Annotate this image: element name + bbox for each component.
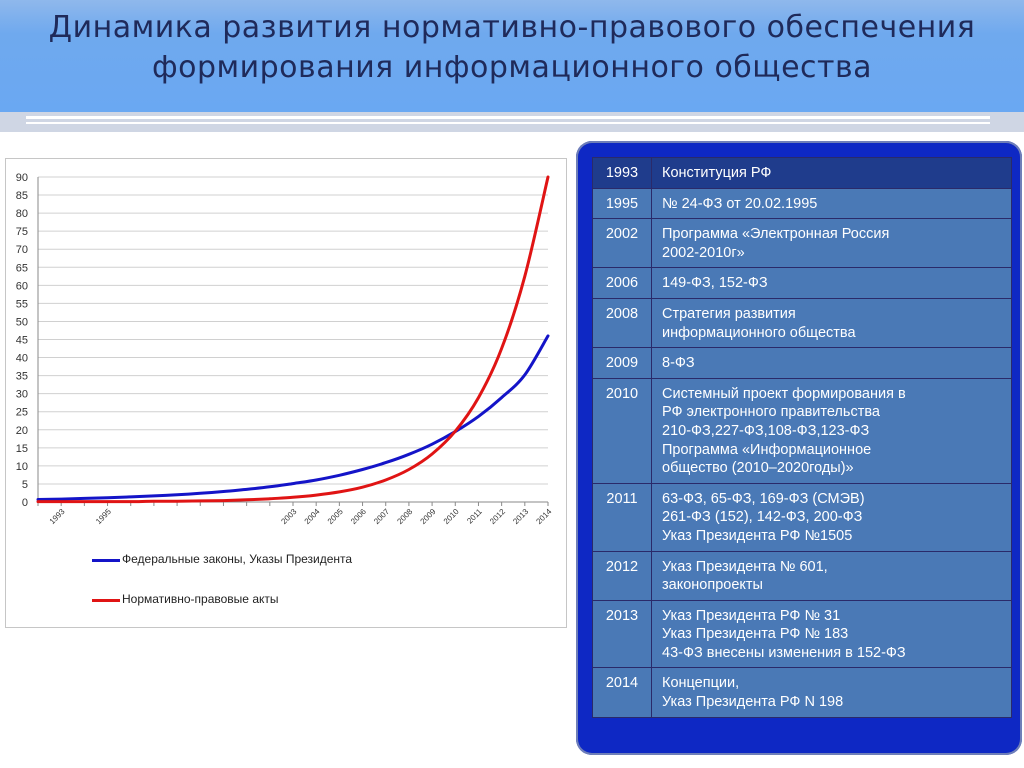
y-tick-label: 90 [16, 172, 28, 184]
header-banner [0, 0, 1024, 112]
table-row: 2011 63-ФЗ, 65-ФЗ, 169-ФЗ (СМЭВ) 261-ФЗ (… [592, 482, 1012, 552]
year-cell: 2013 [592, 599, 652, 669]
legend-label: Федеральные законы, Указы Президента [122, 552, 353, 566]
header-rule [26, 122, 990, 124]
event-cell: Указ Президента № 601, законопроекты [651, 550, 1012, 601]
legend-label: Нормативно-правовые акты [122, 592, 279, 606]
title-line-1: Динамика развития нормативно-правового о… [48, 10, 976, 45]
x-tick-label: 2007 [372, 507, 391, 526]
x-tick-label: 1995 [94, 507, 113, 526]
event-cell: 8-ФЗ [651, 347, 1012, 379]
x-tick-label: 2004 [303, 507, 322, 526]
x-tick-label: 2010 [442, 507, 461, 526]
series-line-1 [36, 334, 550, 501]
x-tick-label: 2013 [511, 507, 530, 526]
year-cell: 2012 [592, 550, 652, 601]
x-tick-label: 2012 [488, 507, 507, 526]
y-tick-label: 60 [16, 280, 28, 292]
year-cell: 2010 [592, 377, 652, 484]
year-cell: 1993 [592, 157, 652, 189]
year-cell: 1995 [592, 187, 652, 220]
page-title: Динамика развития нормативно-правового о… [0, 8, 1024, 88]
y-tick-label: 50 [16, 316, 28, 328]
table-row: 2013 Указ Президента РФ № 31 Указ Президе… [592, 599, 1012, 669]
x-tick-label: 2008 [395, 507, 414, 526]
title-line-2: формирования информационного общества [151, 50, 873, 85]
y-tick-label: 35 [16, 371, 28, 383]
y-tick-label: 10 [16, 461, 28, 473]
legend-swatch-red [92, 599, 120, 602]
x-tick-label: 2014 [534, 507, 553, 526]
y-tick-label: 40 [16, 353, 28, 365]
header-rule [26, 116, 990, 119]
y-tick-label: 80 [16, 208, 28, 220]
table-row: 2010 Системный проект формирования в РФ э… [592, 377, 1012, 484]
event-cell: Конституция РФ [651, 157, 1012, 189]
table-row: 2008 Стратегия развития информационного о… [592, 297, 1012, 349]
year-cell: 2011 [592, 482, 652, 552]
table-row: 2006 149-ФЗ, 152-ФЗ [592, 267, 1012, 299]
event-cell: Системный проект формирования в РФ элект… [651, 377, 1012, 484]
year-cell: 2009 [592, 347, 652, 379]
y-tick-label: 5 [22, 479, 28, 491]
year-cell: 2002 [592, 218, 652, 269]
table-row: 2009 8-ФЗ [592, 347, 1012, 379]
x-tick-label: 2003 [279, 507, 298, 526]
table-row: 2012 Указ Президента № 601, законопроекты [592, 550, 1012, 601]
table-row: 1993 Конституция РФ [592, 157, 1012, 189]
table-row: 2002 Программа «Электронная Россия 2002-2… [592, 218, 1012, 269]
event-cell: Концепции, Указ Президента РФ N 198 [651, 667, 1012, 718]
year-cell: 2014 [592, 667, 652, 718]
timeline-table: 1993 Конституция РФ 1995 № 24-ФЗ от 20.02.1… [592, 157, 1012, 718]
x-tick-label: 2005 [326, 507, 345, 526]
year-cell: 2006 [592, 267, 652, 299]
y-tick-label: 75 [16, 226, 28, 238]
event-cell: 149-ФЗ, 152-ФЗ [651, 267, 1012, 299]
line-chart: 0 5 10 15 20 25 30 35 40 45 50 55 60 65 70 75 80 85 90 1993… [16, 172, 554, 526]
y-tick-label: 30 [16, 389, 28, 401]
y-tick-label: 70 [16, 244, 28, 256]
y-tick-label: 65 [16, 262, 28, 274]
y-tick-label: 20 [16, 425, 28, 437]
event-cell: 63-ФЗ, 65-ФЗ, 169-ФЗ (СМЭВ) 261-ФЗ (152)… [651, 482, 1012, 552]
y-tick-label: 0 [22, 497, 28, 509]
table-row: 1995 № 24-ФЗ от 20.02.1995 [592, 187, 1012, 220]
year-cell: 2008 [592, 297, 652, 349]
series-line-2 [36, 175, 550, 504]
x-tick-label: 2009 [419, 507, 438, 526]
x-tick-label: 2011 [465, 507, 484, 526]
event-cell: № 24-ФЗ от 20.02.1995 [651, 187, 1012, 220]
event-cell: Стратегия развития информационного общес… [651, 297, 1012, 349]
x-tick-label: 2006 [349, 507, 368, 526]
y-tick-label: 45 [16, 335, 28, 347]
x-tick-label: 1993 [48, 507, 67, 526]
legend-swatch-blue [92, 559, 120, 562]
chart-panel: 0 5 10 15 20 25 30 35 40 45 50 55 60 65 70 75 80 85 90 1993… [5, 158, 567, 628]
y-tick-label: 25 [16, 407, 28, 419]
event-cell: Программа «Электронная Россия 2002-2010г… [651, 218, 1012, 269]
y-tick-label: 55 [16, 298, 28, 310]
event-cell: Указ Президента РФ № 31 Указ Президента … [651, 599, 1012, 669]
y-tick-label: 85 [16, 190, 28, 202]
y-tick-label: 15 [16, 443, 28, 455]
table-row: 2014 Концепции, Указ Президента РФ N 198 [592, 667, 1012, 718]
